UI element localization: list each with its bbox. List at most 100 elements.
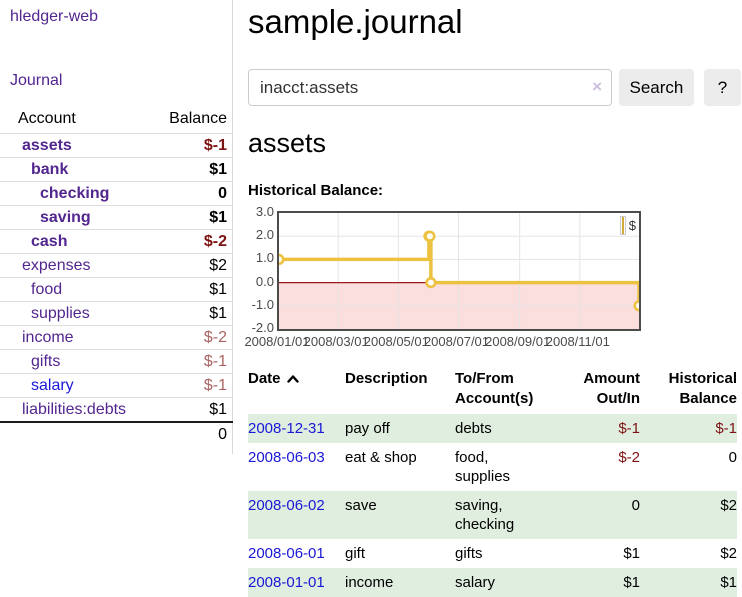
transaction-date-link[interactable]: 2008-06-02: [248, 497, 325, 514]
search-form: × Search ?: [248, 69, 741, 106]
transaction-balance: $-1: [640, 414, 737, 443]
y-axis-tick-label: 3.0: [255, 204, 274, 219]
y-axis-tick-label: 1.0: [255, 250, 274, 266]
transaction-amount: $1: [555, 568, 640, 597]
legend-label: $: [628, 218, 636, 233]
transaction-amount: 0: [555, 491, 640, 539]
sidebar-account-link[interactable]: cash: [31, 233, 68, 250]
chart-legend: $: [619, 216, 636, 235]
account-row: cash $-2: [0, 229, 233, 254]
account-balance: $1: [141, 205, 233, 230]
transaction-row: 2008-01-01 income salary $1 $1: [248, 568, 737, 597]
register-table: Date Description To/From Account(s) Amount …: [248, 369, 737, 597]
transaction-accounts: debts: [455, 414, 555, 443]
accounts-total-balance: 0: [141, 421, 233, 446]
search-input[interactable]: [248, 69, 612, 106]
register-header-date[interactable]: Date: [248, 369, 345, 414]
transaction-accounts: gifts: [455, 545, 483, 562]
transaction-description: gift: [345, 545, 366, 562]
x-axis-tick-label: 2008/07/01: [423, 334, 490, 349]
sort-ascending-icon: [286, 375, 299, 383]
account-row: salary $-1: [0, 373, 233, 398]
legend-swatch-icon: [619, 216, 626, 235]
transaction-row: 2008-06-03 eat & shop food, supplies $-2 0: [248, 443, 737, 491]
data-point: [425, 276, 437, 289]
account-balance: $1: [141, 277, 233, 302]
sidebar-account-link[interactable]: checking: [40, 185, 110, 202]
clear-search-icon[interactable]: ×: [592, 77, 602, 96]
page-title: sample.journal: [248, 3, 463, 40]
account-heading: assets: [248, 128, 327, 158]
account-balance: $2: [141, 253, 233, 278]
account-balance: $-1: [141, 373, 233, 398]
transaction-date-link[interactable]: 2008-06-03: [248, 449, 325, 466]
y-axis-tick-label: -2.0: [251, 320, 274, 335]
transaction-date-link[interactable]: 2008-01-01: [248, 574, 325, 591]
account-balance: 0: [141, 181, 233, 206]
account-row: food $1: [0, 277, 233, 302]
search-help-button[interactable]: ?: [703, 69, 741, 106]
y-axis-tick-label: 2.0: [255, 227, 274, 243]
search-button[interactable]: Search: [619, 69, 694, 106]
transaction-balance: $2: [720, 545, 737, 562]
transaction-description: eat & shop: [345, 449, 417, 466]
account-row: supplies $1: [0, 301, 233, 326]
accounts-table: Account Balance assets $-1 bank $1 checking 0…: [0, 107, 233, 446]
data-point: [279, 253, 285, 265]
account-row: saving $1: [0, 205, 233, 230]
y-axis-tick-label: -1.0: [251, 296, 274, 312]
y-axis-tick-label: 0.0: [255, 273, 274, 289]
x-axis-tick-label: 2008/01/01: [244, 334, 310, 349]
register-header-to-from-account-s: To/From Account(s): [455, 370, 534, 407]
sidebar: hledger-web Journal Account Balance asse…: [0, 0, 233, 454]
transaction-row: 2008-06-01 gift gifts $1 $2: [248, 539, 737, 568]
sidebar-account-link[interactable]: supplies: [31, 305, 90, 322]
account-row: liabilities:debts $1: [0, 397, 233, 422]
account-balance: $1: [141, 301, 233, 326]
transaction-date-link[interactable]: 2008-12-31: [248, 420, 325, 437]
transaction-description: save: [345, 491, 455, 539]
sidebar-account-link[interactable]: expenses: [22, 257, 91, 274]
account-balance: $1: [141, 397, 233, 422]
x-axis-tick-label: 2008/03/01: [303, 334, 369, 349]
transaction-accounts: salary: [455, 568, 555, 597]
account-balance: $-1: [141, 349, 233, 374]
sidebar-account-link[interactable]: assets: [22, 137, 72, 154]
accounts-header-account: Account: [18, 110, 76, 127]
x-axis-tick-label: 2008/09/01: [485, 334, 551, 349]
transaction-description: pay off: [345, 414, 455, 443]
register-header-amount-out-in: Amount Out/In: [583, 370, 640, 407]
brand-link[interactable]: hledger-web: [10, 8, 99, 25]
transaction-accounts: food, supplies: [455, 449, 511, 485]
sidebar-item-journal[interactable]: Journal: [10, 72, 63, 89]
account-balance: $-1: [141, 133, 233, 158]
chart-plot-area: $: [277, 211, 641, 331]
account-balance: $-2: [141, 325, 233, 350]
main-content: sample.journal × Search ? assets Histori…: [244, 0, 741, 597]
sidebar-account-link[interactable]: food: [31, 281, 63, 298]
register-header-description: Description: [345, 370, 428, 387]
account-row: gifts $-1: [0, 349, 233, 374]
account-row: income $-2: [0, 325, 233, 350]
transaction-row: 2008-06-02 save saving, checking 0 $2: [248, 491, 737, 539]
transaction-description: income: [345, 568, 455, 597]
sidebar-account-link[interactable]: salary: [31, 377, 74, 394]
transaction-date-link[interactable]: 2008-06-01: [248, 545, 325, 562]
account-row: bank $1: [0, 157, 233, 182]
sidebar-account-link[interactable]: gifts: [31, 353, 61, 370]
historical-balance-chart: 3.0 2.0 1.0 0.0 -1.0 -2.0 2008/01/01 2008/03/01…: [244, 204, 718, 352]
sidebar-account-link[interactable]: income: [22, 329, 74, 346]
sidebar-account-link[interactable]: saving: [40, 209, 91, 226]
transaction-accounts: saving, checking: [455, 491, 555, 539]
transaction-balance: $2: [640, 491, 737, 539]
sidebar-account-link[interactable]: liabilities:debts: [22, 401, 127, 418]
transaction-row: 2008-12-31 pay off debts $-1 $-1: [248, 414, 737, 443]
transaction-balance: 0: [728, 449, 737, 466]
chart-title: Historical Balance:: [248, 182, 384, 199]
account-balance: $-2: [141, 229, 233, 254]
x-axis-tick-label: 2008/11/01: [545, 334, 610, 349]
sidebar-account-link[interactable]: bank: [31, 161, 69, 178]
transaction-balance: $1: [640, 568, 737, 597]
transaction-amount: $-1: [555, 414, 640, 443]
